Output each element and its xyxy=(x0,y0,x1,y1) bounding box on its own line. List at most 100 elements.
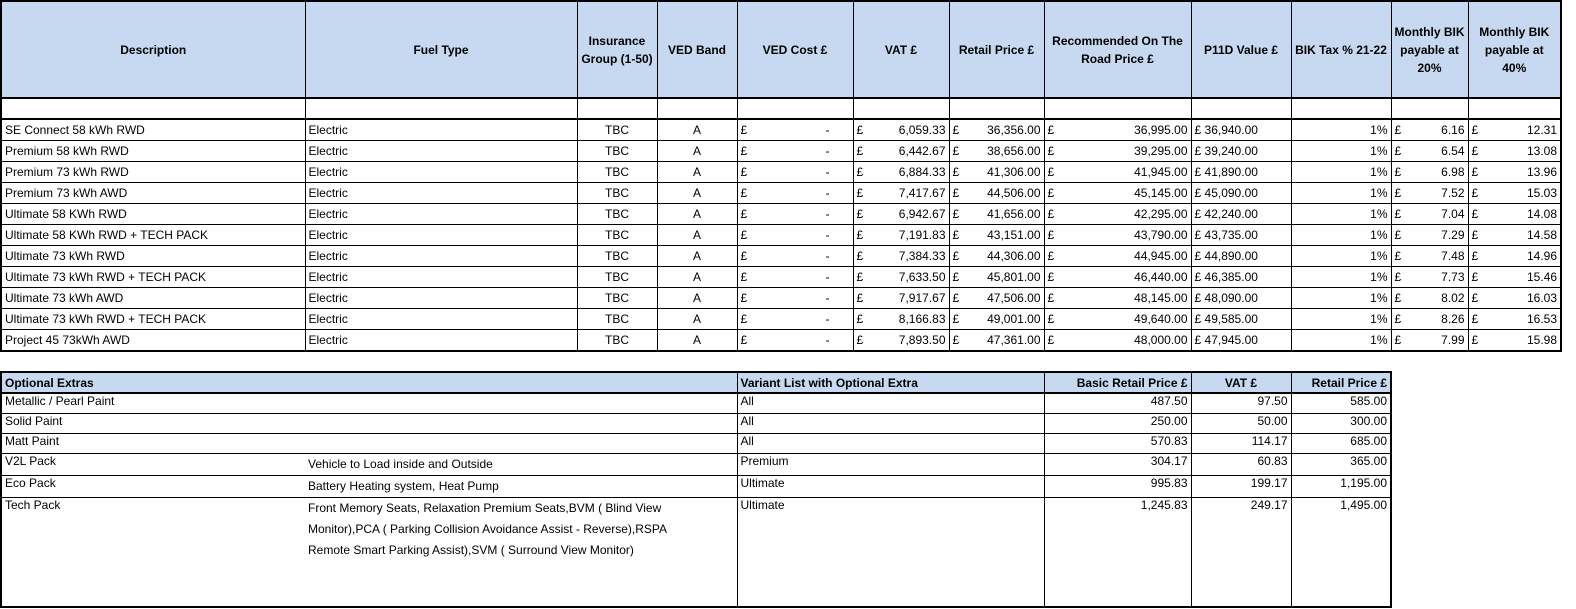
cell-vat: £8,166.83 xyxy=(852,308,950,330)
cell-insurance: TBC xyxy=(576,308,658,330)
extra-retail: 685.00 xyxy=(1290,433,1392,454)
cell-value: 6.16 xyxy=(1441,123,1465,137)
cell-bik_pct: 1% xyxy=(1290,287,1392,309)
cell-bik20: £7.29 xyxy=(1390,224,1469,246)
currency-symbol: £ xyxy=(1047,270,1055,284)
currency-symbol: £ xyxy=(952,270,960,284)
cell-bik20: £7.73 xyxy=(1390,266,1469,288)
cell-otr: £44,945.00 xyxy=(1043,245,1192,267)
extra-details xyxy=(305,392,738,414)
extra-vat: 97.50 xyxy=(1190,392,1292,414)
cell-value: - xyxy=(825,333,830,347)
currency-symbol: £ xyxy=(856,207,864,221)
cell-description: Ultimate 73 kWh RWD xyxy=(0,245,306,267)
cell-bik40: £12.31 xyxy=(1467,118,1562,141)
cell-bik20: £8.02 xyxy=(1390,287,1469,309)
cell-value: 43,151.00 xyxy=(987,228,1041,242)
extra-details: Front Memory Seats, Relaxation Premium S… xyxy=(305,497,738,608)
currency-symbol: £ xyxy=(1394,165,1402,179)
cell-bik20: £6.54 xyxy=(1390,140,1469,162)
currency-symbol: £ xyxy=(1471,333,1479,347)
currency-symbol: £ xyxy=(952,207,960,221)
extra-basic: 250.00 xyxy=(1043,413,1192,434)
currency-symbol: £ xyxy=(1471,165,1479,179)
cell-insurance: TBC xyxy=(576,118,658,141)
extra-vat: 199.17 xyxy=(1190,475,1292,498)
cell-value: 41,890.00 xyxy=(1204,165,1258,179)
cell-vat: £6,884.33 xyxy=(852,161,950,183)
cell-value: 45,145.00 xyxy=(1134,186,1188,200)
extra-variant: Premium xyxy=(736,453,1045,476)
cell-value: 6.98 xyxy=(1441,165,1465,179)
column-header: Retail Price £ xyxy=(1290,371,1392,394)
currency-symbol: £ xyxy=(1471,228,1479,242)
extra-basic: 995.83 xyxy=(1043,475,1192,498)
cell-value: 43,735.00 xyxy=(1204,228,1258,242)
column-header: Fuel Type xyxy=(304,0,578,99)
cell-value: 7,893.50 xyxy=(898,333,946,347)
currency-symbol: £ xyxy=(1471,291,1479,305)
currency-symbol: £ xyxy=(1394,291,1402,305)
extra-name: V2L Pack xyxy=(0,453,305,476)
extras-row: Metallic / Pearl Paint All 487.50 97.50 585.… xyxy=(0,392,1392,414)
currency-symbol: £ xyxy=(952,333,960,347)
column-header: Insurance Group (1-50) xyxy=(576,0,658,99)
table-row: Ultimate 73 kWh AWD Electric TBC A £ - £7,917.… xyxy=(0,287,1562,309)
table-row: Ultimate 58 KWh RWD + TECH PACK Electric T… xyxy=(0,224,1562,246)
cell-value: 7,191.83 xyxy=(898,228,946,242)
cell-bik_pct: 1% xyxy=(1290,161,1392,183)
cell-p11d: £ 43,735.00 xyxy=(1190,224,1292,246)
currency-symbol: £ xyxy=(856,123,864,137)
currency-symbol: £ xyxy=(1047,123,1055,137)
currency-symbol: £ xyxy=(1047,207,1055,221)
cell-value: - xyxy=(825,291,830,305)
currency-symbol: £ xyxy=(952,123,960,137)
cell-value: 15.46 xyxy=(1526,270,1557,284)
extra-name: Solid Paint xyxy=(0,413,305,434)
cell-otr: £41,945.00 xyxy=(1043,161,1192,183)
extras-row: Eco Pack Battery Heating system, Heat Pum… xyxy=(0,475,1392,498)
column-header: VAT £ xyxy=(852,0,950,99)
currency-symbol: £ xyxy=(856,333,864,347)
cell-insurance: TBC xyxy=(576,140,658,162)
cell-value: 42,295.00 xyxy=(1134,207,1188,221)
extra-retail: 1,195.00 xyxy=(1290,475,1392,498)
cell-value: 7.73 xyxy=(1441,270,1465,284)
currency-symbol: £ xyxy=(1047,165,1055,179)
cell-value: 15.98 xyxy=(1526,333,1557,347)
extra-basic: 304.17 xyxy=(1043,453,1192,476)
cell-value: 39,240.00 xyxy=(1204,144,1258,158)
currency-symbol: £ xyxy=(740,165,748,179)
currency-symbol: £ xyxy=(740,249,748,263)
cell-value: 12.31 xyxy=(1526,123,1557,137)
cell-bik_pct: 1% xyxy=(1290,203,1392,225)
cell-vat: £7,384.33 xyxy=(852,245,950,267)
currency-symbol: £ xyxy=(1394,207,1402,221)
cell-value: 47,945.00 xyxy=(1204,333,1258,347)
cell-value: 48,090.00 xyxy=(1204,291,1258,305)
cell-value: 49,001.00 xyxy=(987,312,1041,326)
cell-p11d: £ 48,090.00 xyxy=(1190,287,1292,309)
currency-symbol: £ xyxy=(1471,207,1479,221)
cell-retail: £41,656.00 xyxy=(948,203,1045,225)
cell-bik40: £15.03 xyxy=(1467,182,1562,204)
cell-fuel: Electric xyxy=(304,308,578,330)
cell-value: 41,306.00 xyxy=(987,165,1041,179)
cell-bik20: £7.04 xyxy=(1390,203,1469,225)
cell-retail: £47,506.00 xyxy=(948,287,1045,309)
currency-symbol: £ xyxy=(1194,333,1202,347)
table-row: Ultimate 58 KWh RWD Electric TBC A £ - £6,942.… xyxy=(0,203,1562,225)
cell-p11d: £ 46,385.00 xyxy=(1190,266,1292,288)
cell-ved_band: A xyxy=(656,287,738,309)
cell-retail: £44,306.00 xyxy=(948,245,1045,267)
vehicle-price-table: Description Fuel Type Insurance Group (1-5… xyxy=(0,0,1562,352)
cell-p11d: £ 47,945.00 xyxy=(1190,329,1292,352)
currency-symbol: £ xyxy=(1047,333,1055,347)
currency-symbol: £ xyxy=(1394,270,1402,284)
cell-value: 36,995.00 xyxy=(1134,123,1188,137)
currency-symbol: £ xyxy=(1394,144,1402,158)
extras-row: Tech Pack Front Memory Seats, Relaxation … xyxy=(0,497,1392,608)
cell-description: Ultimate 73 kWh RWD + TECH PACK xyxy=(0,266,306,288)
cell-ved_cost: £ - xyxy=(736,118,854,141)
table-row: Ultimate 73 kWh RWD Electric TBC A £ - £7,384.… xyxy=(0,245,1562,267)
